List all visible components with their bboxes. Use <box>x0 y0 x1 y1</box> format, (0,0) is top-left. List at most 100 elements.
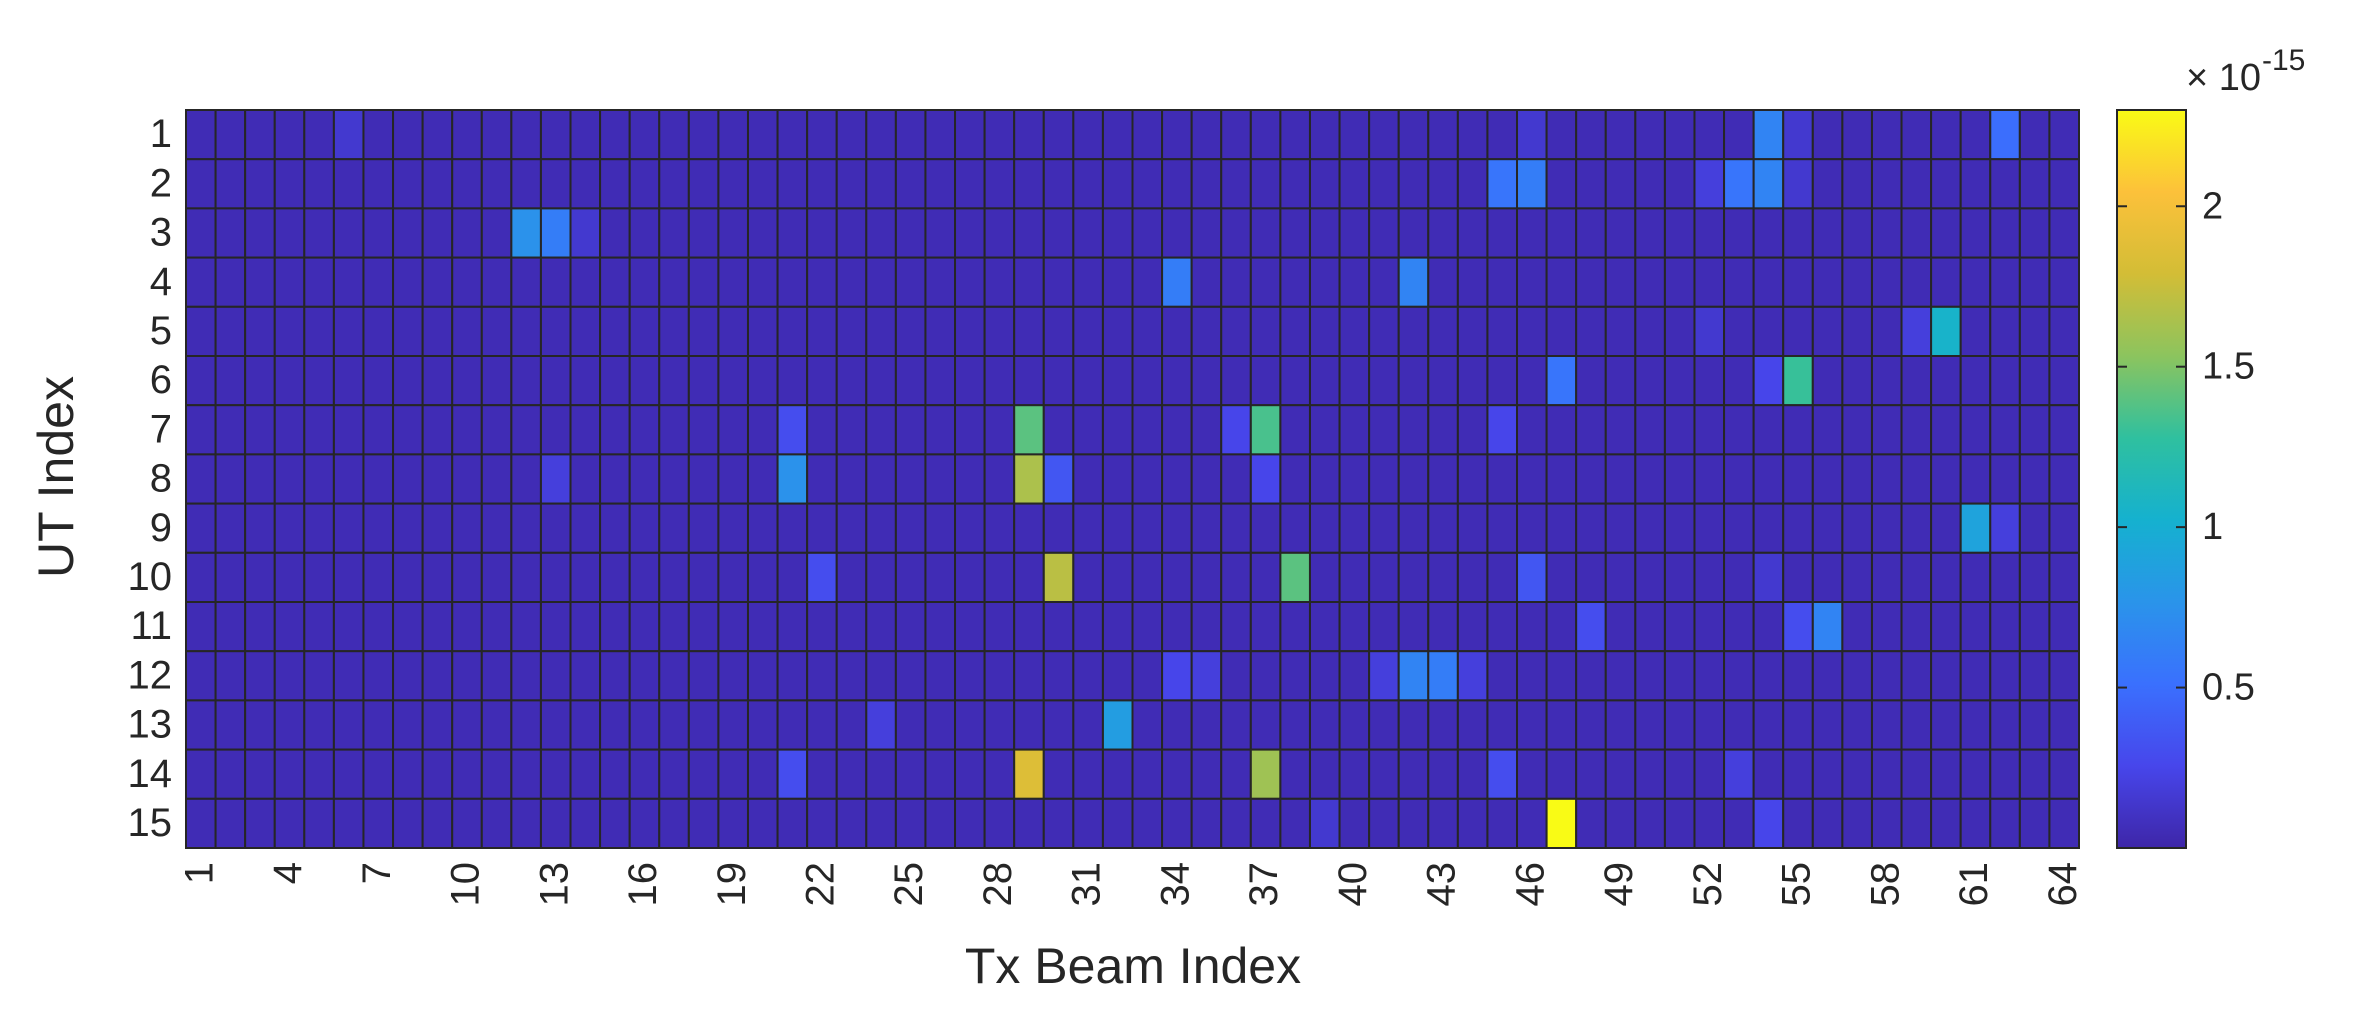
heat-cell <box>1220 453 1252 505</box>
heat-cell <box>1604 158 1637 210</box>
heat-cell <box>954 502 986 554</box>
heat-cell <box>480 601 513 653</box>
heat-cell <box>924 305 957 357</box>
heat-cell <box>1427 601 1459 653</box>
heat-cell <box>214 502 247 554</box>
heat-cell <box>569 404 602 456</box>
y-tick-label: 5 <box>150 309 172 353</box>
heat-cell <box>835 109 868 161</box>
heat-cell <box>1161 109 1193 161</box>
y-tick-label: 14 <box>128 752 173 796</box>
heat-cell <box>1279 502 1311 554</box>
heat-cell <box>1456 158 1489 210</box>
heat-cell <box>1456 453 1489 505</box>
heat-cell <box>451 109 483 161</box>
heat-cell <box>1190 109 1223 161</box>
heat-cell <box>569 158 602 210</box>
heat-cell <box>983 601 1016 653</box>
heat-cell <box>1338 355 1371 407</box>
heat-cell <box>185 305 217 357</box>
heat-cell <box>865 305 897 357</box>
heat-cell <box>1811 305 1844 357</box>
heat-cell <box>1161 256 1193 308</box>
heat-cell <box>658 502 690 554</box>
heat-cell <box>332 207 365 259</box>
heat-cell <box>776 699 809 751</box>
heat-cell <box>303 256 335 308</box>
heat-cell <box>1545 699 1578 751</box>
heat-cell <box>599 305 631 357</box>
heat-cell <box>717 109 749 161</box>
heat-cell <box>421 109 454 161</box>
colorbar-exponent: -15 <box>2262 44 2305 77</box>
heat-cell <box>806 109 838 161</box>
heat-cell <box>1338 797 1371 849</box>
heat-cell <box>1279 601 1311 653</box>
heat-cell <box>1397 748 1430 800</box>
heat-cell <box>1959 256 1992 308</box>
heat-cell <box>746 748 779 800</box>
heat-cell <box>835 502 868 554</box>
heat-cell <box>1427 797 1459 849</box>
heat-cell <box>954 601 986 653</box>
heat-cell <box>1220 109 1252 161</box>
heat-cell <box>421 551 454 603</box>
heat-cell <box>1663 699 1696 751</box>
heat-cell <box>1693 748 1726 800</box>
heat-cell <box>1634 109 1666 161</box>
heat-cell <box>1042 502 1075 554</box>
heat-cell <box>1249 256 1282 308</box>
heat-cell <box>273 601 306 653</box>
heat-cell <box>1989 109 2021 161</box>
heat-cell <box>776 207 809 259</box>
heat-cell <box>332 158 365 210</box>
heat-cell <box>1545 404 1578 456</box>
colorbar-tick-label: 0.5 <box>2202 667 2255 709</box>
heat-cell <box>1190 256 1223 308</box>
heat-cell <box>924 502 957 554</box>
heat-cell <box>1131 748 1164 800</box>
heat-cell <box>451 601 483 653</box>
heat-cell <box>1870 355 1903 407</box>
heat-cell <box>1811 453 1844 505</box>
heat-cell <box>1693 650 1726 702</box>
heat-cell <box>1072 207 1104 259</box>
heat-cell <box>1486 699 1519 751</box>
heat-cell <box>1486 207 1519 259</box>
heat-cell <box>1516 601 1548 653</box>
heat-cell <box>1870 699 1903 751</box>
heat-cell <box>835 650 868 702</box>
heat-cell <box>1368 404 1400 456</box>
heat-cell <box>1101 551 1134 603</box>
heat-cell <box>687 699 720 751</box>
heat-cell <box>510 305 542 357</box>
heat-cell <box>1841 256 1873 308</box>
heat-cell <box>924 650 957 702</box>
heat-cell <box>539 305 572 357</box>
heat-cell <box>835 305 868 357</box>
heat-cell <box>1663 256 1696 308</box>
heat-cell <box>1900 453 1933 505</box>
heat-cell <box>924 109 957 161</box>
heat-cell <box>746 650 779 702</box>
heat-cell <box>510 748 542 800</box>
heat-cell <box>1456 551 1489 603</box>
heat-cell <box>332 748 365 800</box>
heat-cell <box>1249 305 1282 357</box>
heat-cell <box>2018 797 2051 849</box>
heat-cell <box>1397 404 1430 456</box>
heat-cell <box>1279 355 1311 407</box>
heat-cell <box>303 109 335 161</box>
heat-cell <box>1900 158 1933 210</box>
heat-cell <box>806 699 838 751</box>
heat-cell <box>1249 650 1282 702</box>
x-tick-label: 7 <box>355 862 399 884</box>
heat-cell <box>865 502 897 554</box>
heat-cell <box>894 256 927 308</box>
heat-cell <box>717 502 749 554</box>
heat-cell <box>1723 650 1755 702</box>
heat-cell <box>1663 551 1696 603</box>
heat-cell <box>1900 502 1933 554</box>
heat-cell <box>2048 404 2080 456</box>
heat-cell <box>1013 650 1045 702</box>
